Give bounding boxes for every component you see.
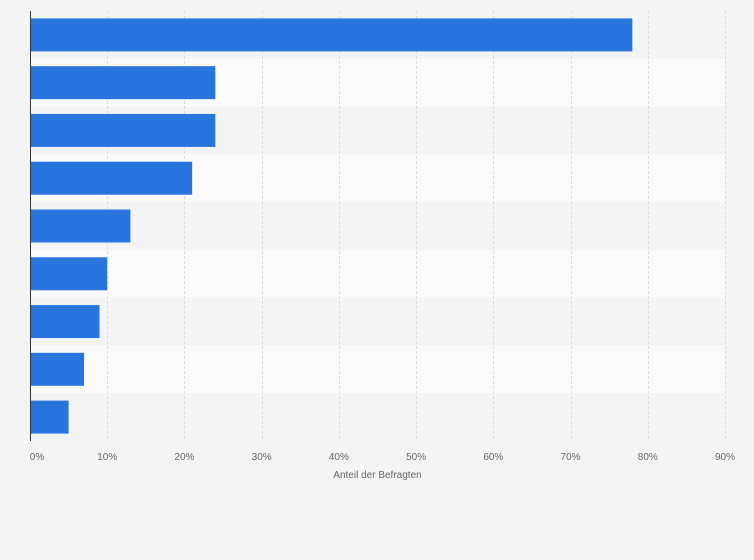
bar — [30, 257, 108, 291]
x-tick-labels: 0% 10% 20% 30% 40% 50% 60% 70% 80% 90% — [30, 452, 735, 463]
row-band — [30, 202, 725, 250]
x-tick-label: 70% — [561, 452, 581, 463]
bar — [30, 113, 216, 147]
x-tick-label: 80% — [638, 452, 658, 463]
bar — [30, 400, 69, 434]
bar — [30, 161, 193, 195]
bar — [30, 352, 85, 386]
bar — [30, 209, 131, 243]
row-band — [30, 249, 725, 298]
x-tick-label: 90% — [715, 452, 735, 463]
x-tick-label: 0% — [30, 452, 45, 463]
row-band — [30, 393, 725, 441]
row-band — [30, 345, 725, 394]
bar — [30, 305, 100, 339]
row-bands — [30, 11, 725, 441]
bar — [30, 18, 633, 52]
row-band — [30, 297, 725, 346]
x-tick-label: 60% — [483, 452, 503, 463]
bar — [30, 66, 216, 100]
x-axis-title: Anteil der Befragten — [333, 470, 421, 481]
x-tick-label: 20% — [174, 452, 194, 463]
x-tick-label: 30% — [252, 452, 272, 463]
x-tick-label: 10% — [97, 452, 117, 463]
x-tick-label: 40% — [329, 452, 349, 463]
bars — [30, 18, 633, 434]
x-tick-label: 50% — [406, 452, 426, 463]
